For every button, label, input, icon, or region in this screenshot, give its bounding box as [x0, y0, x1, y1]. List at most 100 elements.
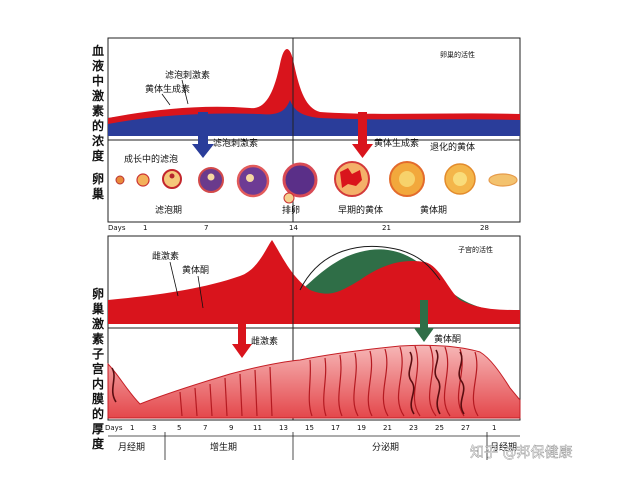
- panel-hormone-blood: 卵巢的活性 黄体生成素 滤泡刺激素: [107, 37, 521, 141]
- lh-curve: [108, 49, 520, 124]
- panel3-title: 子宫的活性: [458, 245, 493, 254]
- follicle-5: [236, 164, 270, 198]
- left-labels: 血 液 中 激 素 的 浓 度 卵 巢 卵 巢 激 素 子 宫 内 膜 的 厚 …: [91, 43, 105, 451]
- label-endo-7: 度: [92, 436, 105, 451]
- label-endo-3: 内: [92, 376, 104, 391]
- label-ovarian-hormones-4: 素: [92, 331, 104, 346]
- label-degenerating-cl: 退化的黄体: [430, 141, 475, 153]
- day-b-13: 13: [279, 424, 288, 432]
- early-cl-blood: [340, 168, 362, 188]
- estrogen-arrow-head: [232, 344, 252, 358]
- day-tick-21: 21: [382, 224, 391, 232]
- leader-fsh: [181, 79, 189, 105]
- day-tick-14: 14: [289, 224, 298, 232]
- label-lh: 黄体生成素: [145, 83, 190, 95]
- fsh-curve: [108, 90, 520, 136]
- label-blood-concentration-6: 的: [92, 118, 104, 133]
- day-tick-1: 1: [143, 224, 147, 232]
- label-endo-4: 膜: [92, 391, 104, 406]
- day-b-5: 5: [177, 424, 181, 432]
- follicle-sequence: [115, 161, 518, 204]
- follicle-1: [115, 175, 125, 185]
- day-b-11: 11: [253, 424, 262, 432]
- label-growing-follicle: 成长中的滤泡: [124, 153, 178, 165]
- follicle-3-oocyte: [169, 173, 175, 179]
- label-ovary-2: 巢: [91, 186, 104, 201]
- watermark: 知乎 @邦保健康: [470, 444, 572, 461]
- label-ovulation: 排卵: [282, 204, 300, 216]
- phase-secretory: 分泌期: [372, 441, 399, 453]
- label-blood-concentration-4: 激: [92, 88, 104, 103]
- label-lh-arrow: 黄体生成素: [374, 137, 419, 149]
- day-tick-28: 28: [480, 224, 489, 232]
- progesterone-arrow-shaft: [420, 300, 428, 328]
- lh-arrow-shaft: [358, 112, 367, 144]
- estrogen-curve: [108, 240, 520, 324]
- label-blood-concentration-2: 液: [92, 58, 104, 73]
- label-fsh: 滤泡刺激素: [165, 69, 210, 81]
- label-blood-concentration-8: 度: [92, 148, 105, 163]
- label-estrogen: 雌激素: [152, 250, 179, 262]
- day-b-15: 15: [305, 424, 314, 432]
- phase-menstrual: 月经期: [118, 441, 145, 453]
- day-b-27: 27: [461, 424, 470, 432]
- label-blood-concentration-7: 浓: [92, 133, 105, 148]
- label-blood-concentration-5: 素: [92, 103, 104, 118]
- label-progesterone-arrow: 黄体酮: [434, 333, 461, 345]
- label-early-cl: 早期的黄体: [338, 204, 383, 216]
- day-b-25: 25: [435, 424, 444, 432]
- label-endo-6: 厚: [92, 422, 104, 436]
- lh-arrow-head: [352, 144, 373, 158]
- days-label-top: Days: [108, 224, 126, 232]
- label-luteal-phase: 黄体期: [420, 204, 447, 216]
- phase-proliferative: 增生期: [210, 441, 237, 453]
- label-progesterone: 黄体酮: [182, 264, 209, 276]
- label-blood-concentration-3: 中: [92, 73, 104, 88]
- fsh-arrow-shaft: [198, 112, 208, 144]
- spiral-arteries: [111, 349, 465, 415]
- phase-menstrual-next: 月经期: [490, 441, 517, 453]
- follicle-5-oocyte: [246, 174, 254, 182]
- panel-ovarian-hormones: 子宫的活性 雌激素 黄体酮: [107, 235, 521, 329]
- day-b-1: 1: [130, 424, 134, 432]
- label-ovarian-hormones-1: 卵: [92, 286, 104, 301]
- corpus-albicans: [488, 173, 518, 187]
- label-ovarian-hormones-2: 巢: [91, 301, 104, 316]
- day-b-9: 9: [229, 424, 233, 432]
- day-b-19: 19: [357, 424, 366, 432]
- label-fsh-arrow: 滤泡刺激素: [213, 137, 258, 149]
- day-b-1-next: 1: [492, 424, 496, 432]
- day-b-21: 21: [383, 424, 392, 432]
- days-label-bottom: Days: [105, 424, 123, 432]
- label-ovarian-hormones-3: 激: [92, 316, 104, 331]
- label-follicular-phase: 滤泡期: [155, 204, 182, 216]
- corpus-luteum-2-core: [453, 172, 467, 186]
- corpus-luteum-1-core: [399, 171, 415, 187]
- released-oocyte: [283, 192, 295, 204]
- label-endo-5: 的: [92, 406, 104, 421]
- estrogen-arrow-shaft: [238, 306, 246, 344]
- label-ovary-1: 卵: [92, 171, 104, 186]
- label-endo-2: 宫: [92, 361, 104, 376]
- progesterone-arrow-head: [414, 328, 434, 342]
- panel-ovary: 滤泡刺激素 黄体生成素 成长中的滤泡 退化的黄体 滤泡期 排卵 早期的黄体: [107, 38, 521, 232]
- label-estrogen-arrow: 雌激素: [251, 335, 278, 347]
- follicle-4-oocyte: [207, 173, 215, 181]
- follicle-ovulating: [282, 162, 318, 198]
- label-blood-concentration-1: 血: [92, 43, 104, 58]
- fsh-arrow-head: [192, 144, 214, 158]
- panel-endometrium: 雌激素 黄体酮 Days 1 3 5 7 9 11 13 15 17 19 21…: [105, 236, 521, 460]
- leader-progesterone: [197, 275, 204, 309]
- panel1-title: 卵巢的活性: [440, 50, 475, 59]
- day-tick-7: 7: [204, 224, 208, 232]
- follicle-2: [136, 173, 150, 187]
- day-b-7: 7: [203, 424, 207, 432]
- progesterone-outline: [299, 245, 441, 291]
- leader-estrogen: [169, 261, 179, 297]
- label-endo-1: 子: [92, 347, 104, 361]
- leader-lh: [161, 93, 171, 106]
- day-b-23: 23: [409, 424, 418, 432]
- day-b-17: 17: [331, 424, 340, 432]
- follicle-3: [162, 169, 182, 189]
